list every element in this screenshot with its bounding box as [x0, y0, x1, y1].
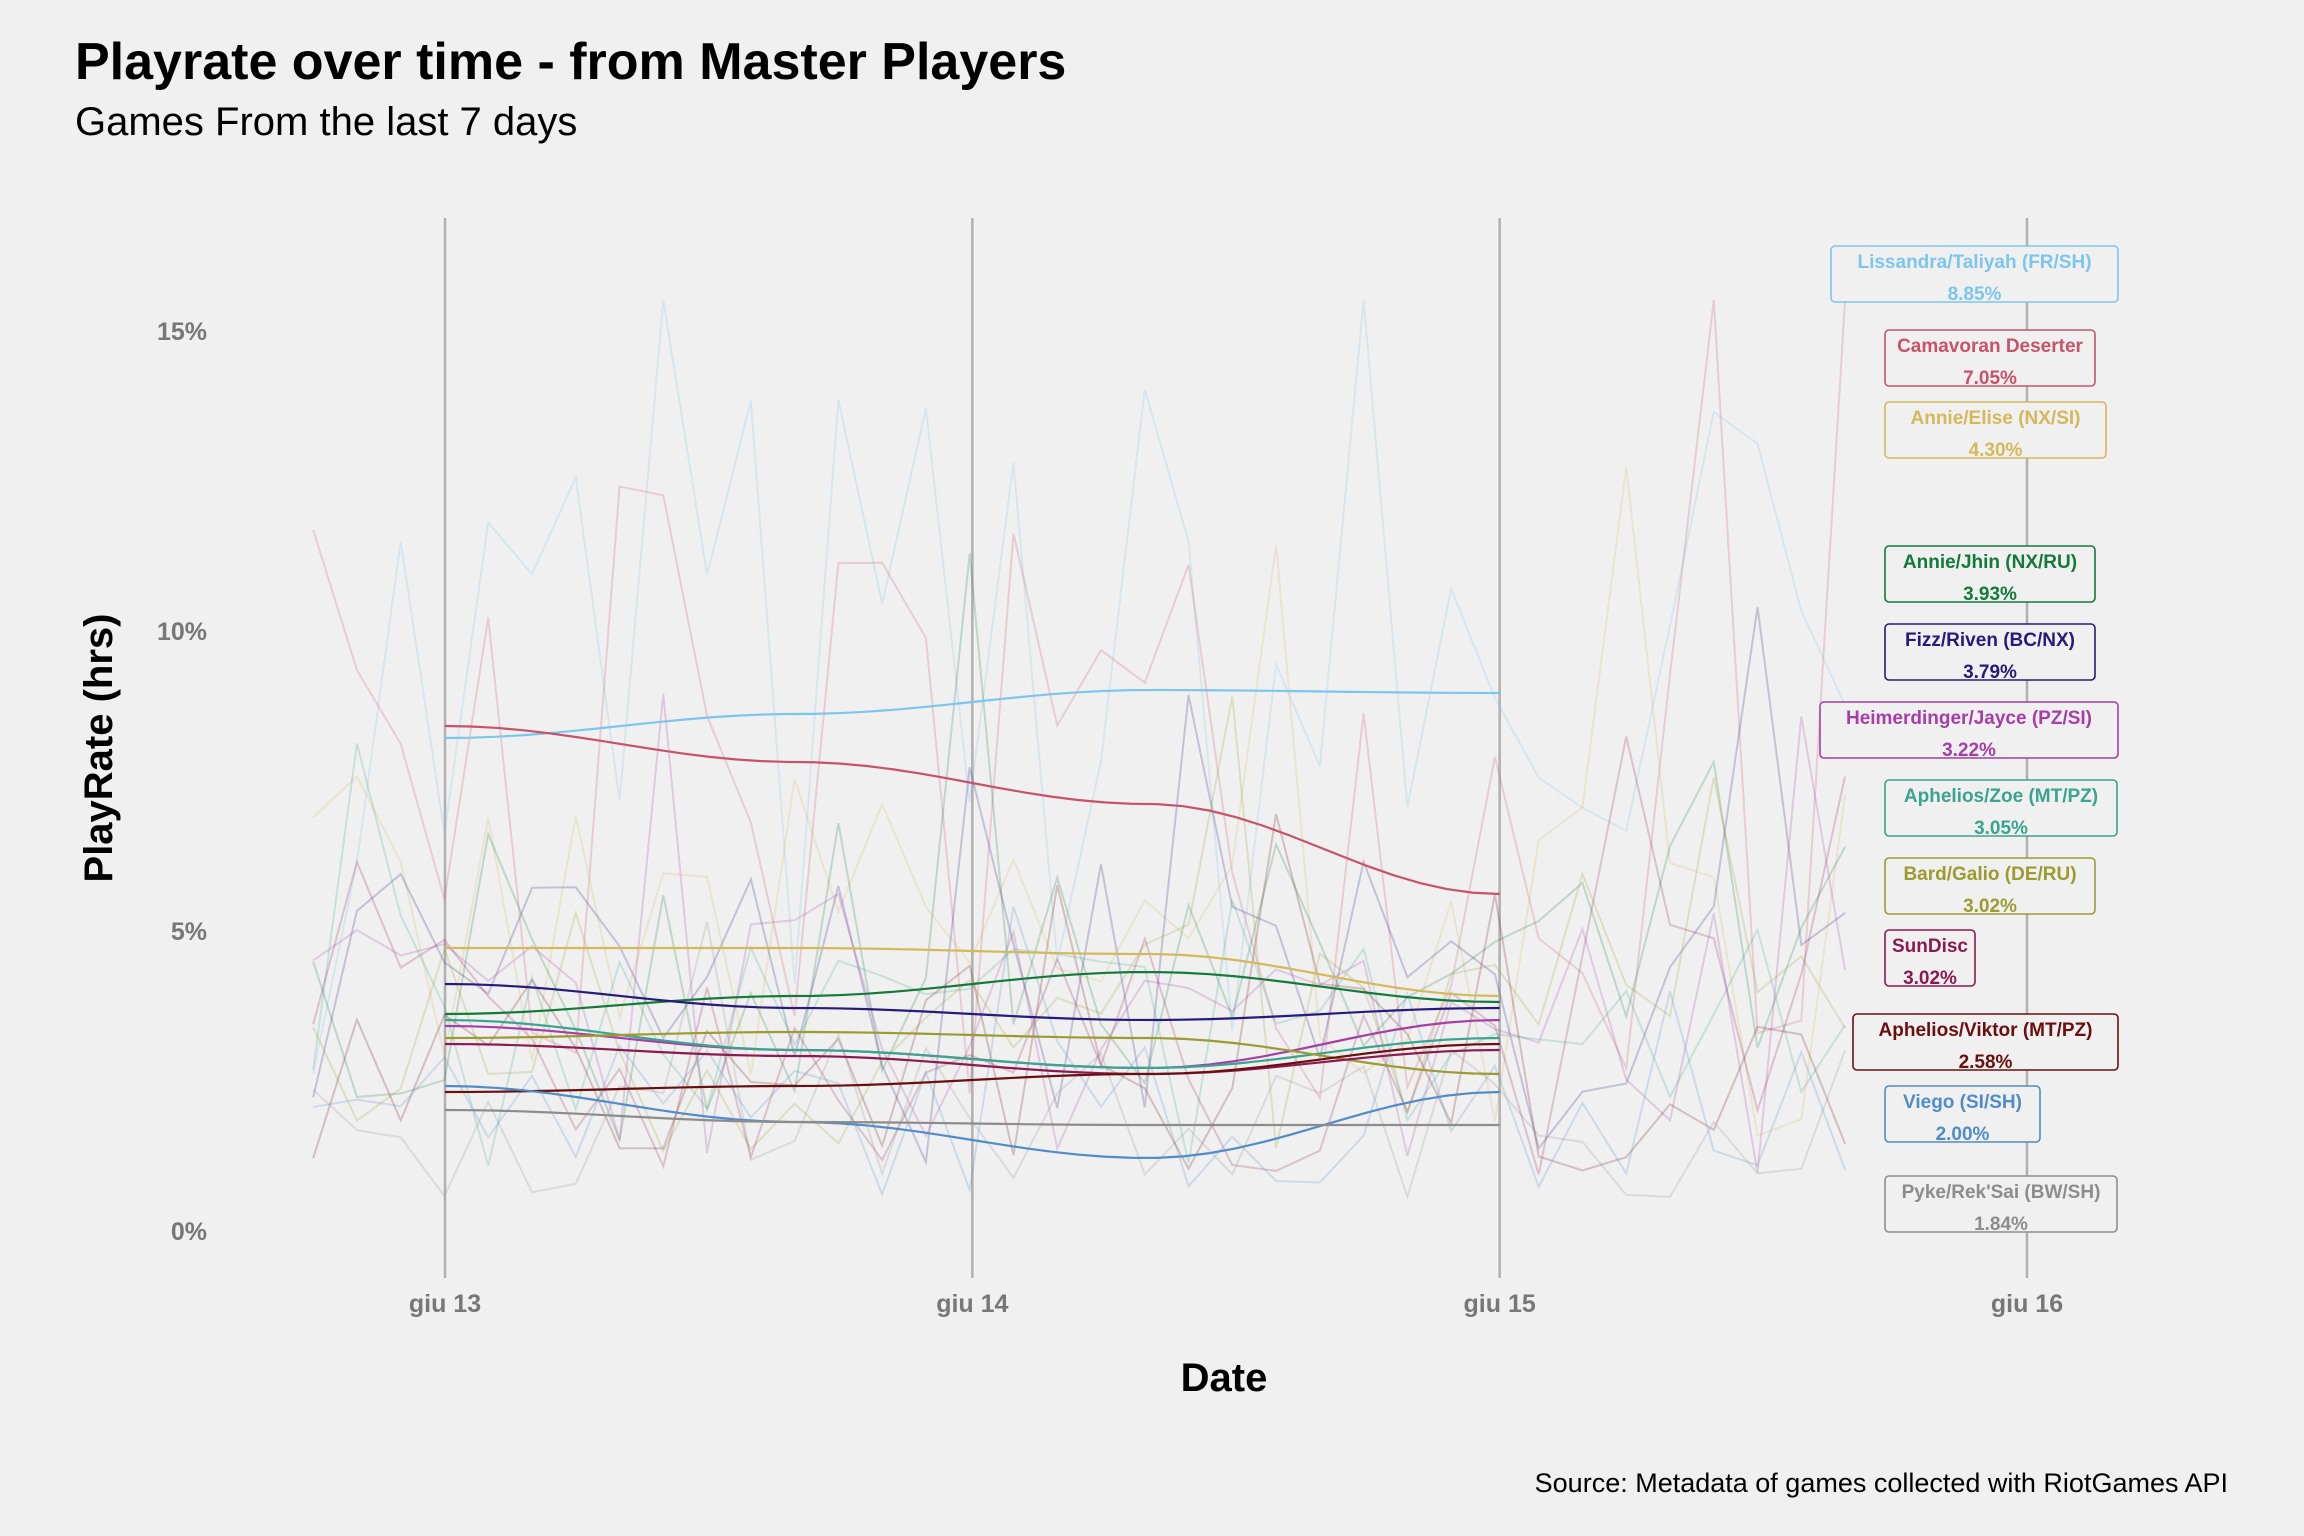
- series-label-value: 8.85%: [1948, 284, 2002, 305]
- series-trace: [312, 743, 1846, 1166]
- y-tick-label: 10%: [157, 618, 207, 646]
- series-label: Viego (SI/SH) 2.00%: [1884, 1085, 2041, 1145]
- series-line: [444, 1042, 1500, 1076]
- chart-subtitle: Games From the last 7 days: [75, 100, 578, 144]
- series-trace: [312, 696, 1846, 1154]
- series-line: [444, 1108, 1500, 1127]
- series-label-box: [1884, 929, 1976, 987]
- series-label-box: [1819, 701, 2119, 759]
- series-trace: [312, 299, 1846, 1074]
- series-label-value: 3.79%: [1963, 662, 2017, 683]
- series-label-value: 3.02%: [1903, 968, 1957, 989]
- series-label: Pyke/Rek'Sai (BW/SH) 1.84%: [1884, 1175, 2118, 1235]
- series-label-name: Bard/Galio (DE/RU): [1903, 864, 2076, 885]
- y-axis-title: PlayRate (hrs): [77, 614, 121, 883]
- series-label-value: 3.05%: [1974, 818, 2028, 839]
- series-trace: [312, 693, 1847, 1174]
- series-line: [444, 688, 1500, 740]
- series-label: Fizz/Riven (BC/NX) 3.79%: [1884, 623, 2096, 683]
- series-label-value: 2.58%: [1959, 1052, 2013, 1073]
- series-trace: [312, 921, 1847, 1200]
- series-label-name: Annie/Jhin (NX/RU): [1903, 552, 2077, 573]
- series-label-box: [1884, 779, 2118, 837]
- chart-title: Playrate over time - from Master Players: [75, 33, 1067, 91]
- x-tick-label: giu 16: [1991, 1290, 2063, 1318]
- series-label: Camavoran Deserter 7.05%: [1884, 329, 2096, 389]
- source-note: Source: Metadata of games collected with…: [1534, 1468, 2228, 1498]
- x-tick-label: giu 13: [409, 1290, 481, 1318]
- series-label-box: [1884, 857, 2096, 915]
- series-line: [445, 946, 1500, 998]
- series-line: [444, 982, 1500, 1022]
- series-line: [444, 1030, 1500, 1076]
- series-trace: [312, 607, 1846, 1166]
- series-label-name: Annie/Elise (NX/SI): [1911, 408, 2081, 429]
- series-label-box: [1884, 1175, 2118, 1233]
- x-axis-title: Date: [1181, 1356, 1268, 1400]
- series-label-box: [1830, 245, 2119, 303]
- series-trace: [312, 299, 1847, 1102]
- series-label-box: [1884, 545, 2096, 603]
- series-label: Bard/Galio (DE/RU) 3.02%: [1884, 857, 2096, 917]
- series-label-name: Aphelios/Viktor (MT/PZ): [1879, 1020, 2093, 1041]
- series-label-box: [1884, 1085, 2041, 1143]
- series-label: Annie/Jhin (NX/RU) 3.93%: [1884, 545, 2096, 605]
- series-label-name: Fizz/Riven (BC/NX): [1905, 630, 2075, 651]
- series-label-value: 7.05%: [1963, 368, 2017, 389]
- series-label: Aphelios/Viktor (MT/PZ) 2.58%: [1852, 1013, 2119, 1073]
- series-label-value: 3.93%: [1963, 584, 2017, 605]
- series-label-value: 4.30%: [1969, 440, 2023, 461]
- y-tick-label: 0%: [171, 1218, 207, 1246]
- series-label-box: [1852, 1013, 2119, 1071]
- x-tick-label: giu 14: [936, 1290, 1008, 1318]
- series-label-name: Aphelios/Zoe (MT/PZ): [1904, 786, 2098, 807]
- series-label-name: Pyke/Rek'Sai (BW/SH): [1902, 1182, 2101, 1203]
- series-label-name: Camavoran Deserter: [1897, 336, 2083, 357]
- x-tick-label: giu 15: [1464, 1290, 1536, 1318]
- series-label-value: 3.02%: [1963, 896, 2017, 917]
- series-line: [444, 724, 1500, 896]
- series-label-name: Lissandra/Taliyah (FR/SH): [1857, 252, 2091, 273]
- series-label: Annie/Elise (NX/SI) 4.30%: [1884, 401, 2107, 461]
- series-label-value: 1.84%: [1974, 1214, 2028, 1235]
- series-line: [444, 1042, 1500, 1094]
- series-label-name: Viego (SI/SH): [1903, 1092, 2022, 1113]
- y-tick-label: 15%: [157, 318, 207, 346]
- series-label-name: SunDisc: [1892, 936, 1968, 957]
- series-trace: [312, 553, 1846, 1144]
- series-label-value: 2.00%: [1936, 1124, 1990, 1145]
- series-label-box: [1884, 329, 2096, 387]
- series-trace: [312, 813, 1846, 1172]
- series-label: Aphelios/Zoe (MT/PZ) 3.05%: [1884, 779, 2118, 839]
- series-label-box: [1884, 623, 2096, 681]
- series-line: [444, 970, 1500, 1016]
- series-label-value: 3.22%: [1942, 740, 1996, 761]
- series-label-name: Heimerdinger/Jayce (PZ/SI): [1846, 708, 2092, 729]
- series-label-box: [1884, 401, 2107, 459]
- series-label: Heimerdinger/Jayce (PZ/SI) 3.22%: [1819, 701, 2119, 761]
- series-label: Lissandra/Taliyah (FR/SH) 8.85%: [1830, 245, 2119, 305]
- series-label: SunDisc 3.02%: [1884, 929, 1976, 989]
- y-tick-label: 5%: [171, 918, 207, 946]
